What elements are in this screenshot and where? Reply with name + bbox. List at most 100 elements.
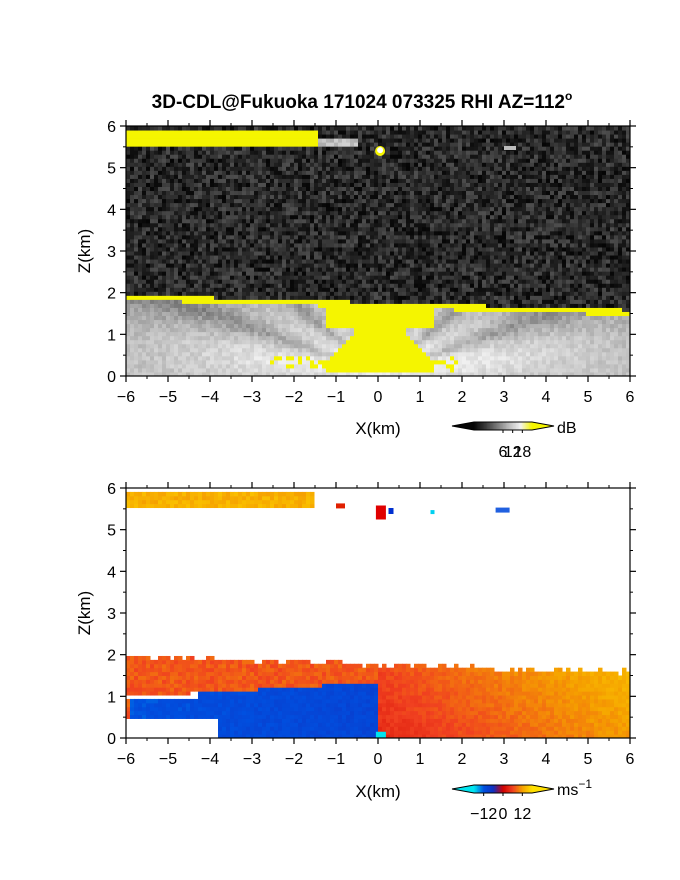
- intensity-cell: [358, 226, 363, 232]
- intensity-cell: [262, 194, 267, 200]
- intensity-cell: [306, 126, 311, 131]
- intensity-cell: [158, 295, 163, 300]
- intensity-cell: [350, 355, 355, 361]
- intensity-cell: [390, 194, 395, 200]
- intensity-cell: [434, 271, 439, 276]
- intensity-cell: [254, 335, 259, 341]
- intensity-cell: [302, 263, 307, 268]
- intensity-cell: [182, 311, 187, 317]
- intensity-cell: [254, 311, 259, 317]
- intensity-cell: [354, 363, 359, 369]
- intensity-cell: [438, 335, 443, 341]
- intensity-cell: [278, 146, 283, 151]
- intensity-cell: [426, 323, 431, 329]
- intensity-cell: [426, 327, 431, 333]
- intensity-cell: [230, 154, 235, 159]
- intensity-cell: [254, 150, 259, 155]
- intensity-cell: [434, 307, 439, 312]
- intensity-cell: [242, 242, 247, 248]
- intensity-cell: [286, 154, 291, 159]
- intensity-cell: [430, 367, 435, 373]
- intensity-cell: [254, 267, 259, 272]
- intensity-cell: [174, 182, 179, 187]
- intensity-cell: [362, 130, 367, 135]
- intensity-cell: [282, 186, 287, 192]
- intensity-cell: [294, 194, 299, 200]
- intensity-cell: [190, 230, 195, 236]
- intensity-cell: [402, 242, 407, 248]
- intensity-cell: [354, 218, 359, 224]
- intensity-cell: [382, 154, 387, 159]
- intensity-cell: [130, 267, 135, 272]
- intensity-cell: [274, 138, 279, 143]
- intensity-cell: [258, 178, 263, 183]
- intensity-cell: [378, 327, 383, 333]
- intensity-cell: [286, 355, 291, 361]
- intensity-cell: [130, 343, 135, 349]
- intensity-cell: [230, 267, 235, 272]
- intensity-cell: [358, 311, 363, 317]
- intensity-cell: [338, 351, 343, 357]
- intensity-cell: [174, 138, 179, 143]
- intensity-cell: [274, 279, 279, 284]
- intensity-cell: [242, 230, 247, 236]
- intensity-cell: [270, 142, 275, 147]
- intensity-cell: [442, 186, 447, 192]
- intensity-cell: [338, 371, 343, 377]
- intensity-cell: [190, 367, 195, 373]
- intensity-cell: [346, 311, 351, 317]
- intensity-cell: [430, 170, 435, 175]
- intensity-cell: [390, 251, 395, 256]
- intensity-cell: [214, 134, 219, 139]
- intensity-cell: [430, 142, 435, 147]
- intensity-cell: [306, 327, 311, 333]
- intensity-cell: [386, 359, 391, 365]
- intensity-cell: [346, 234, 351, 240]
- intensity-cell: [374, 202, 379, 208]
- intensity-cell: [314, 351, 319, 357]
- intensity-cell: [410, 267, 415, 272]
- intensity-cell: [426, 343, 431, 349]
- intensity-cell: [406, 251, 411, 256]
- intensity-cell: [358, 222, 363, 228]
- intensity-cell: [194, 343, 199, 349]
- intensity-cell: [250, 178, 255, 183]
- intensity-cell: [278, 182, 283, 187]
- intensity-cell: [346, 323, 351, 329]
- intensity-cell: [146, 226, 151, 232]
- intensity-cell: [206, 279, 211, 284]
- intensity-cell: [266, 371, 271, 377]
- intensity-cell: [382, 295, 387, 300]
- intensity-cell: [246, 230, 251, 236]
- intensity-cell: [154, 154, 159, 159]
- intensity-cell: [238, 371, 243, 377]
- intensity-cell: [338, 198, 343, 204]
- intensity-cell: [310, 271, 315, 276]
- intensity-cell: [322, 146, 327, 151]
- intensity-cell: [418, 259, 423, 264]
- intensity-cell: [410, 299, 415, 304]
- intensity-cell: [214, 178, 219, 183]
- intensity-cell: [282, 287, 287, 292]
- intensity-cell: [334, 194, 339, 200]
- intensity-cell: [342, 198, 347, 204]
- intensity-cell: [254, 142, 259, 147]
- intensity-cell: [414, 327, 419, 333]
- intensity-cell: [378, 230, 383, 236]
- intensity-cell: [394, 307, 399, 312]
- intensity-cell: [426, 251, 431, 256]
- intensity-cell: [334, 242, 339, 248]
- intensity-cell: [234, 226, 239, 232]
- intensity-cell: [294, 295, 299, 300]
- intensity-cell: [170, 210, 175, 216]
- intensity-cell: [370, 242, 375, 248]
- intensity-cell: [378, 178, 383, 183]
- intensity-cell: [270, 271, 275, 276]
- intensity-cell: [422, 299, 427, 304]
- intensity-cell: [338, 299, 343, 304]
- intensity-cell: [230, 347, 235, 353]
- intensity-cell: [182, 367, 187, 373]
- intensity-cell: [410, 255, 415, 260]
- intensity-cell: [202, 359, 207, 365]
- intensity-cell: [186, 210, 191, 216]
